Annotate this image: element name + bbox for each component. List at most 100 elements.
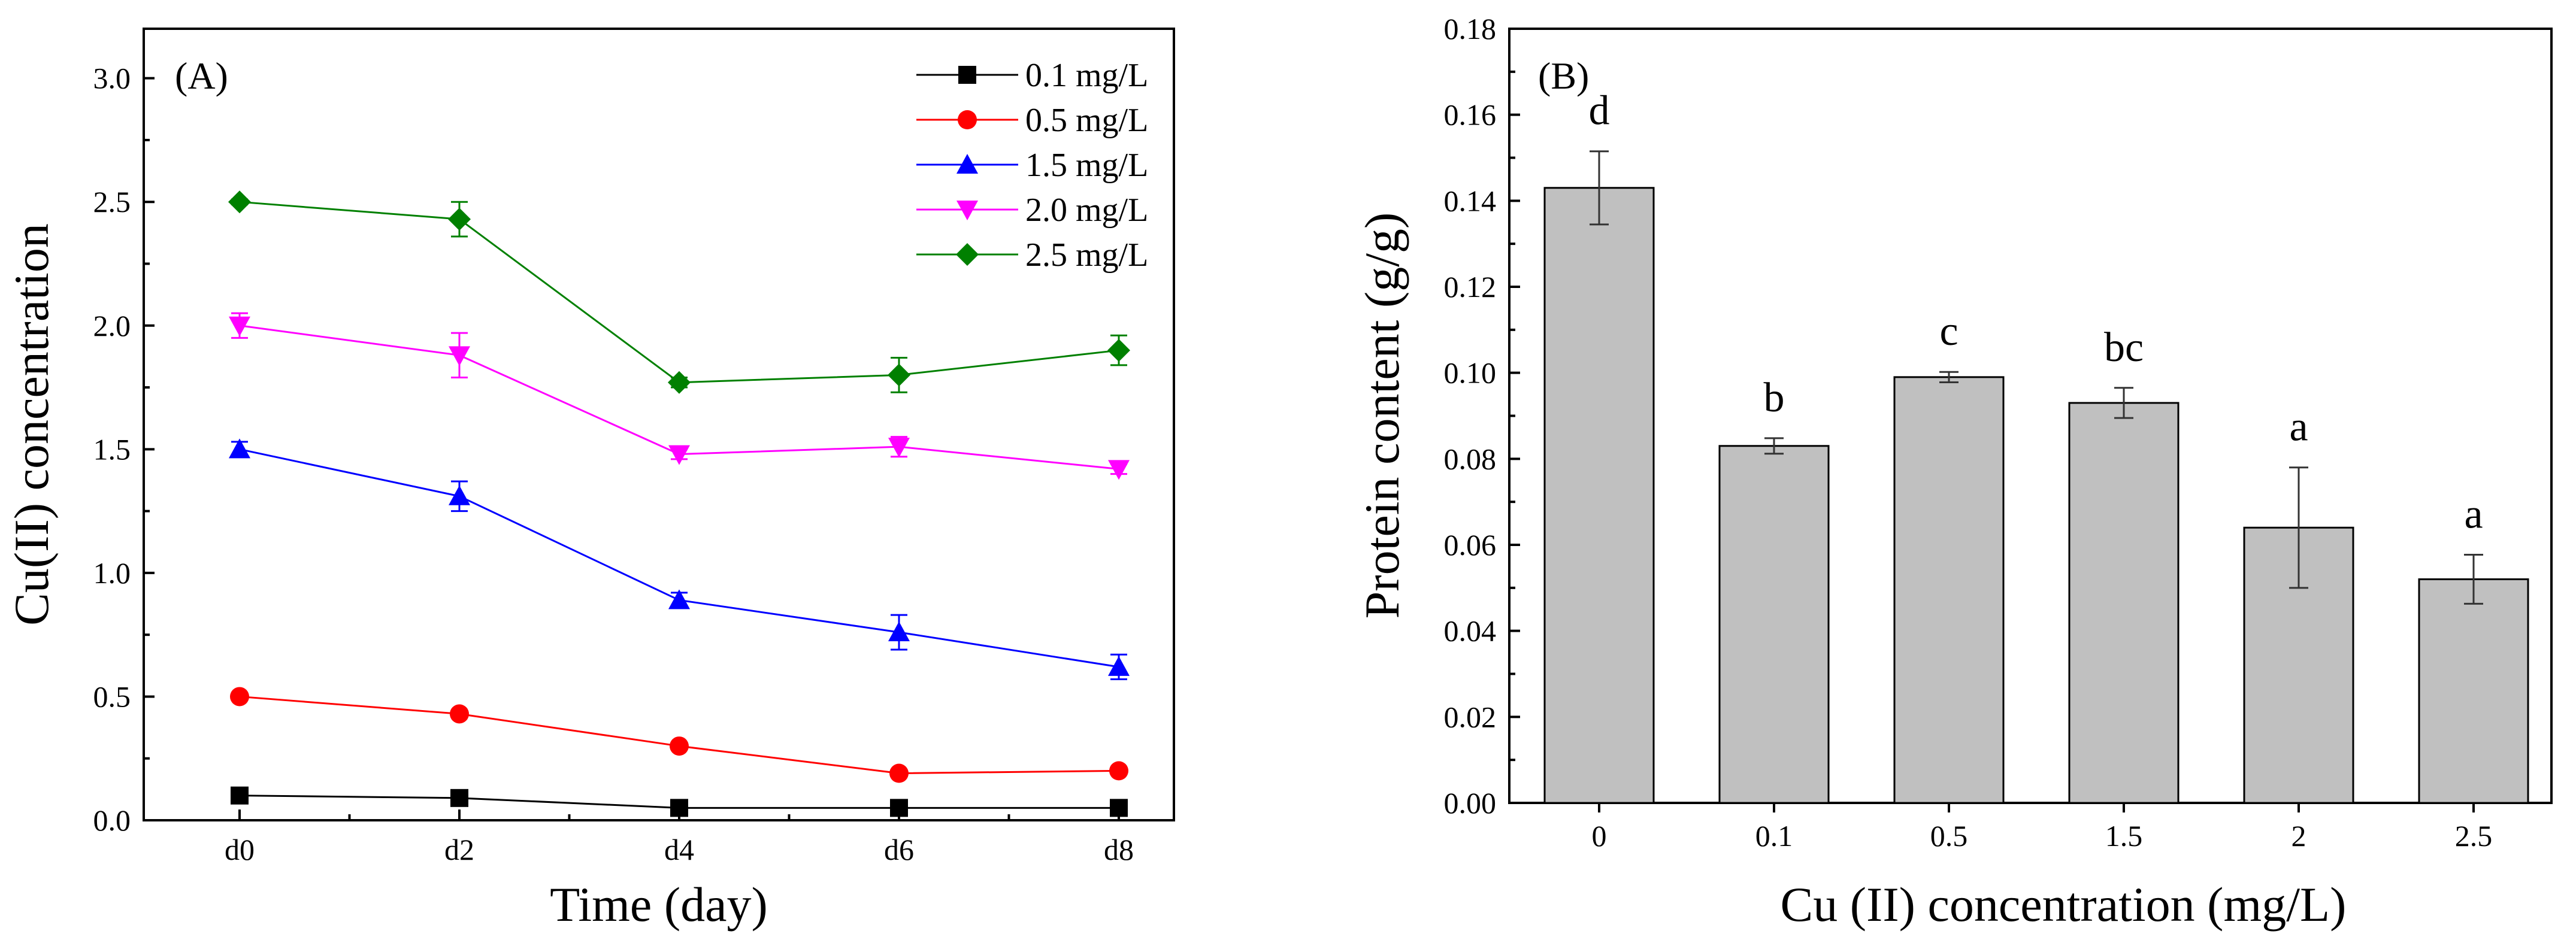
y-tick-label: 3.0 — [93, 62, 131, 95]
y-tick-label: 0.5 — [93, 680, 131, 713]
legend-marker — [956, 154, 978, 174]
data-point — [450, 789, 468, 807]
bar — [2068, 402, 2180, 804]
panel-a-x-axis: d0 d2 d4 d6 d8 — [225, 809, 1134, 866]
x-tick-label: d2 — [444, 833, 474, 866]
y-tick-label: 0.00 — [1444, 786, 1497, 820]
data-point — [450, 704, 469, 724]
x-tick-label: 2 — [2292, 819, 2306, 853]
series-line — [239, 201, 1119, 384]
panel-a-plot-frame — [143, 28, 1175, 821]
data-point — [1109, 761, 1128, 781]
data-point — [1108, 656, 1130, 676]
panel-a-label: (A) — [175, 54, 228, 97]
significance-label: a — [2289, 404, 2308, 450]
legend-label: 2.5 mg/L — [1025, 236, 1148, 274]
significance-label: b — [1764, 375, 1785, 421]
legend-label: 0.1 mg/L — [1025, 57, 1148, 94]
data-point — [449, 346, 470, 366]
y-tick-label: 0.14 — [1444, 184, 1497, 217]
data-point — [231, 786, 249, 805]
x-tick-label: d6 — [884, 833, 914, 866]
data-point — [889, 763, 909, 783]
legend-marker — [956, 243, 979, 266]
panel-b-x-axis: 0 0.1 0.5 1.5 2 2.5 — [1592, 803, 2493, 853]
legend-marker — [958, 66, 976, 84]
panel-b-x-axis-title: Cu (II) concentration (mg/L) — [1781, 877, 2347, 932]
data-point — [888, 621, 910, 642]
data-point — [670, 736, 689, 756]
data-point — [449, 485, 470, 505]
data-point — [1107, 339, 1130, 362]
series-line — [239, 448, 1119, 668]
legend-marker — [956, 201, 978, 220]
bar — [1718, 445, 1830, 804]
panel-a-series — [228, 190, 1130, 817]
y-tick-label: 2.5 — [93, 185, 131, 219]
data-point — [890, 799, 908, 817]
significance-label: a — [2464, 492, 2483, 538]
legend-label: 2.0 mg/L — [1025, 192, 1148, 229]
panel-a-y-axis-title: Cu(II) concentration — [4, 223, 59, 626]
y-tick-label: 0.12 — [1444, 270, 1497, 304]
data-point — [670, 799, 688, 817]
data-point — [668, 445, 690, 465]
x-tick-label: 0 — [1592, 819, 1607, 853]
x-tick-label: d0 — [225, 833, 255, 866]
x-tick-label: 0.1 — [1755, 819, 1793, 853]
y-tick-label: 0.0 — [93, 804, 131, 837]
x-tick-label: 0.5 — [1930, 819, 1968, 853]
data-point — [228, 190, 251, 214]
bar — [1543, 187, 1655, 804]
y-tick-label: 0.18 — [1444, 12, 1497, 46]
panel-a-line-chart: (A) 0.0 0.5 1.0 1.5 2.0 2.5 3.0 d0 d2 d4 d6 d8 0.1… — [4, 28, 1175, 932]
y-tick-label: 1.0 — [93, 556, 131, 590]
significance-label: d — [1589, 88, 1610, 134]
y-tick-label: 0.16 — [1444, 98, 1497, 132]
significance-label: bc — [2104, 325, 2144, 371]
y-tick-label: 0.04 — [1444, 614, 1497, 648]
data-point — [1110, 799, 1128, 817]
panel-a-x-axis-title: Time (day) — [550, 877, 768, 932]
legend-marker — [958, 110, 977, 129]
panel-b-y-axis: 0.00 0.02 0.04 0.06 0.08 0.10 0.12 0.14 0.16 0.18 — [1444, 12, 1520, 820]
bar — [2418, 578, 2529, 804]
panel-b-plot-frame — [1508, 28, 2553, 804]
data-point — [668, 371, 691, 394]
legend-label: 0.5 mg/L — [1025, 102, 1148, 139]
data-point — [888, 438, 910, 458]
series-2-5-mg-L — [228, 190, 1130, 394]
panel-a-legend: 0.1 mg/L 0.5 mg/L 1.5 mg/L 2.0 mg/L 2.5 mg/L — [916, 57, 1148, 274]
x-tick-label: d8 — [1104, 833, 1134, 866]
series-0-1-mg-L — [231, 786, 1128, 817]
data-point — [888, 363, 910, 387]
panel-b-label: (B) — [1538, 54, 1589, 97]
y-tick-label: 0.02 — [1444, 700, 1497, 733]
y-tick-label: 1.5 — [93, 432, 131, 466]
data-point — [1108, 460, 1130, 480]
data-point — [230, 687, 249, 707]
x-tick-label: 2.5 — [2455, 819, 2493, 853]
bar — [1893, 376, 2005, 804]
x-tick-label: d4 — [664, 833, 694, 866]
panel-a-y-axis: 0.0 0.5 1.0 1.5 2.0 2.5 3.0 — [93, 62, 155, 837]
legend-label: 1.5 mg/L — [1025, 147, 1148, 184]
x-tick-label: 1.5 — [2105, 819, 2143, 853]
data-point — [448, 208, 471, 231]
series-2-0-mg-L — [229, 312, 1130, 480]
panel-b-bar-chart: (B) 0.000.020.040.060.080.100.120.140.16… — [1355, 12, 2553, 932]
series-1-5-mg-L — [229, 438, 1130, 681]
y-tick-label: 2.0 — [93, 309, 131, 342]
series-line — [239, 695, 1119, 775]
y-tick-label: 0.08 — [1444, 442, 1497, 475]
series-0-5-mg-L — [230, 687, 1128, 783]
data-point — [668, 589, 690, 610]
y-tick-label: 0.06 — [1444, 528, 1497, 562]
significance-label: c — [1939, 308, 1958, 354]
panel-b-y-axis-title: Protein content (g/g) — [1355, 213, 1409, 619]
y-tick-label: 0.10 — [1444, 356, 1497, 390]
data-point — [229, 316, 250, 336]
data-point — [229, 438, 250, 459]
